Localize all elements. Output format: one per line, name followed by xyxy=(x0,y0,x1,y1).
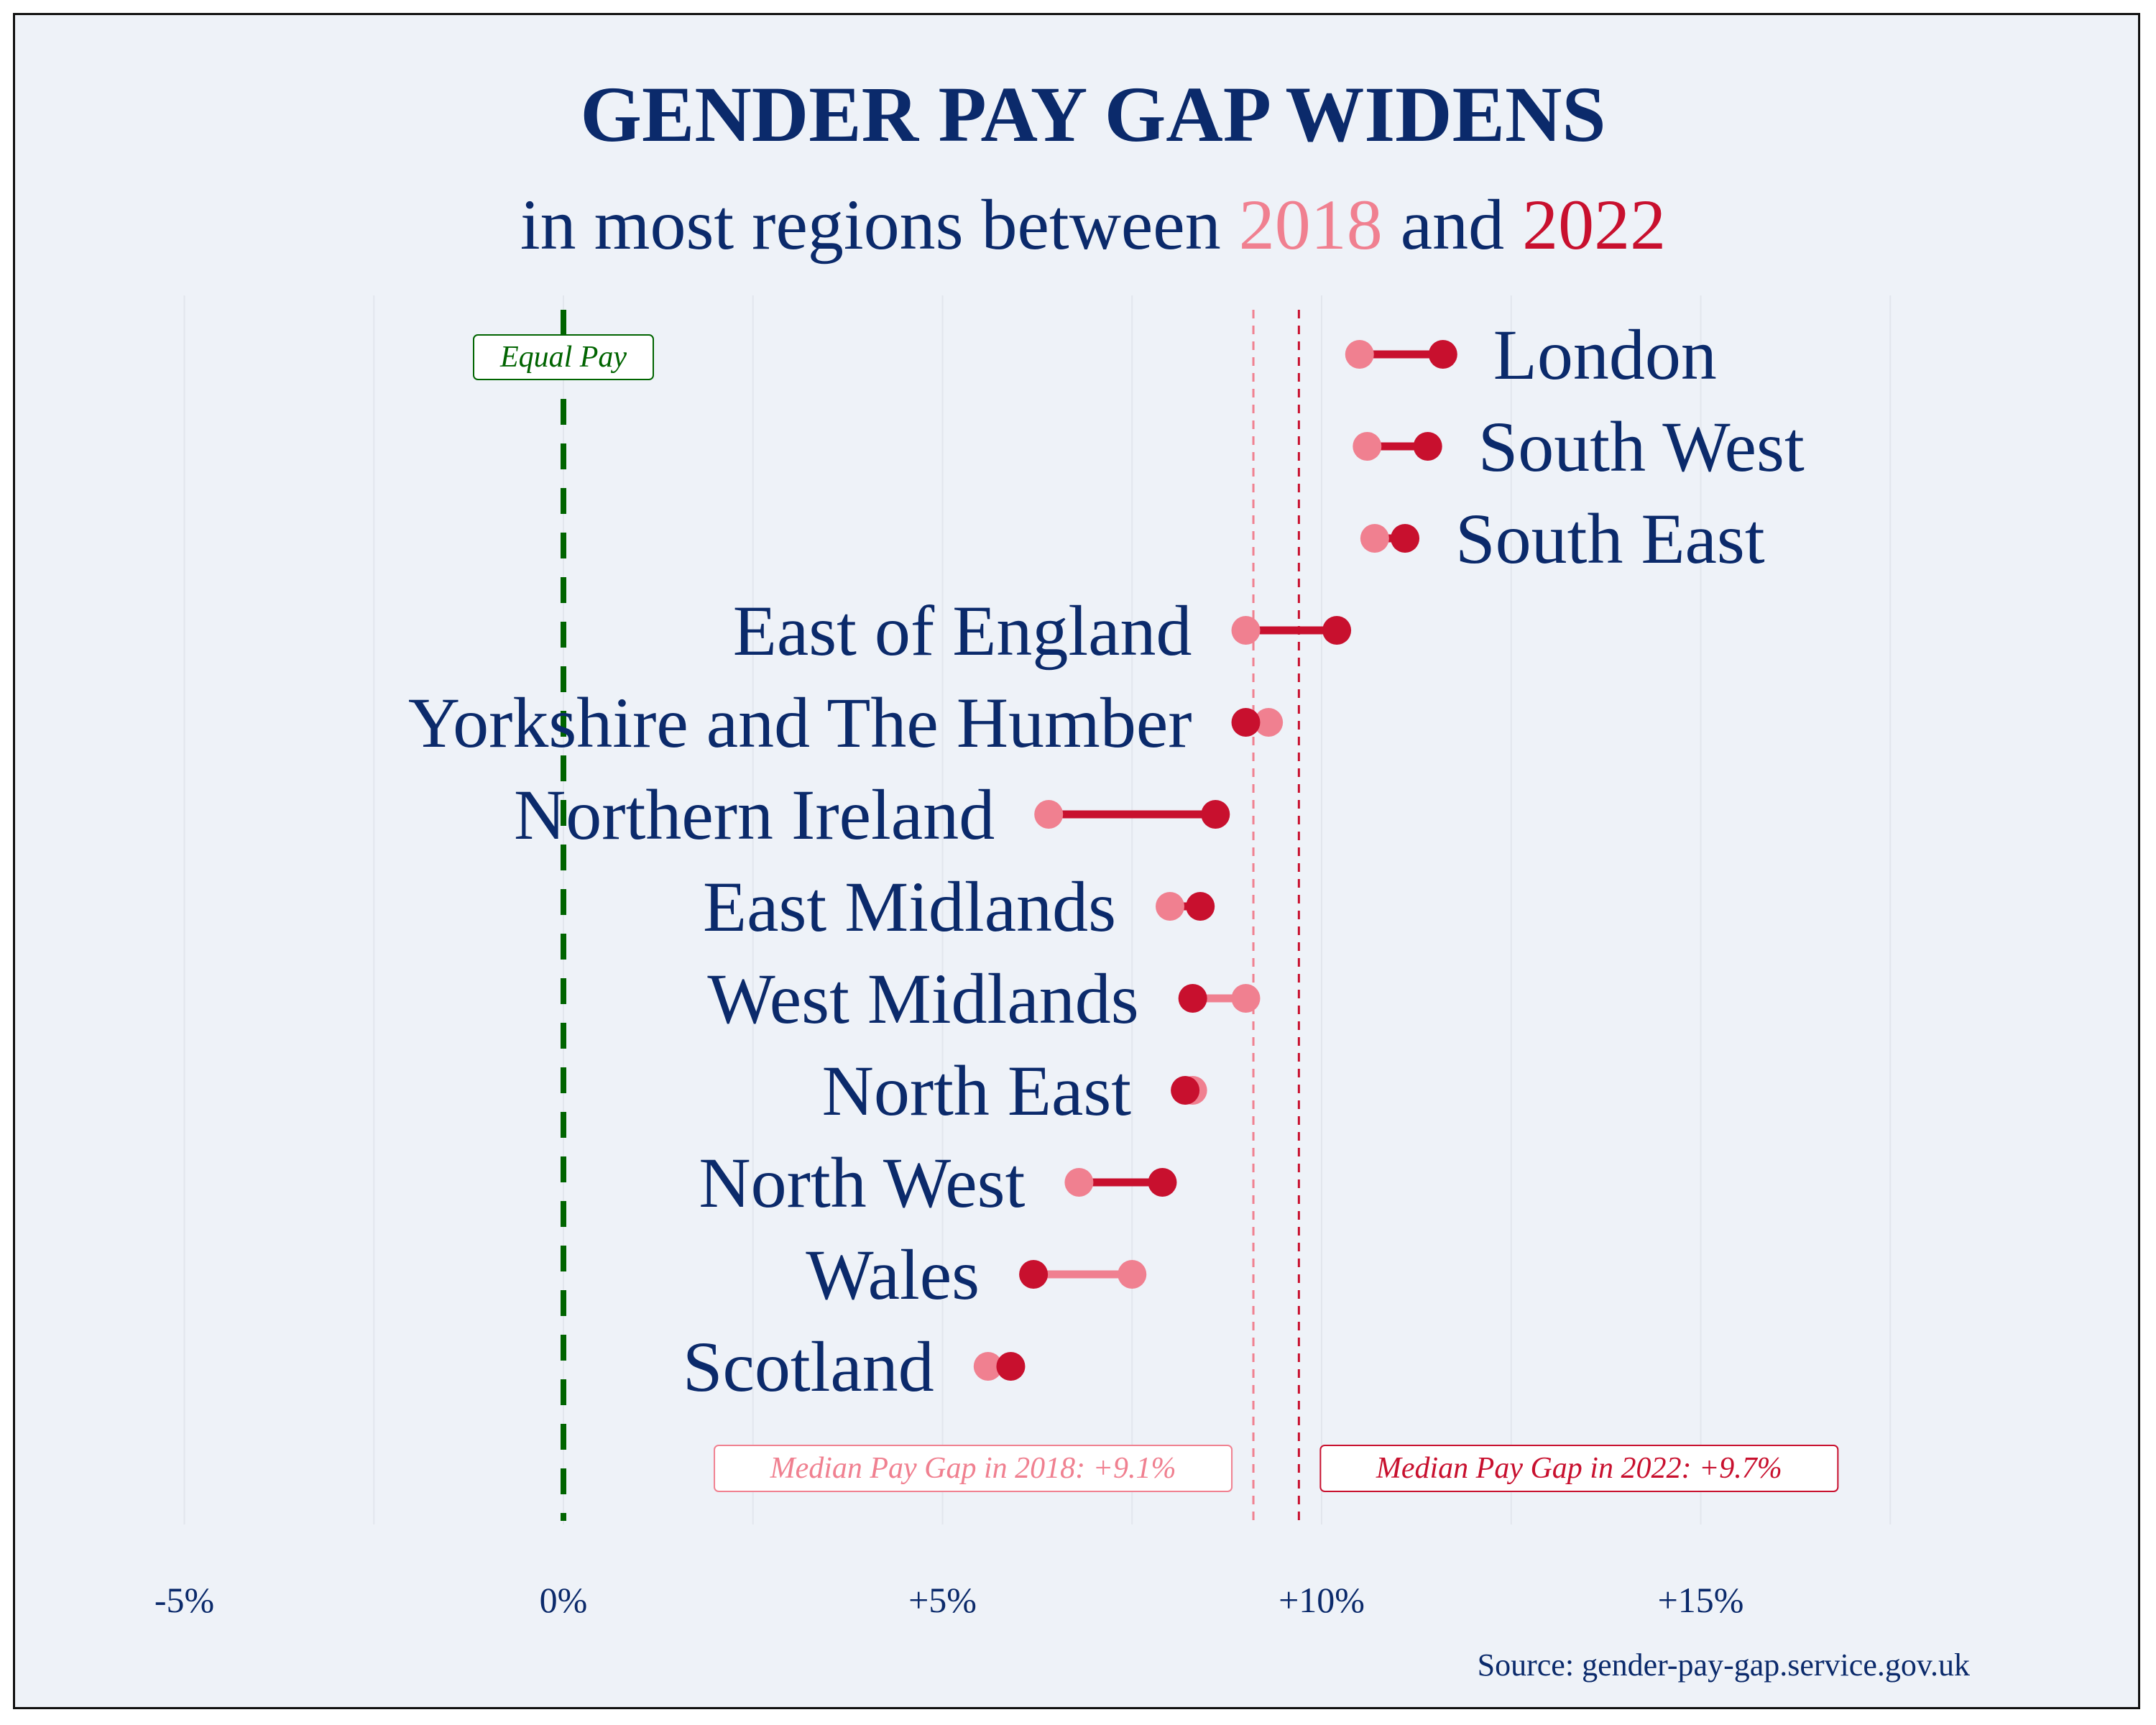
region-label: East of England xyxy=(733,591,1192,671)
dot-2018-1 xyxy=(1353,432,1382,461)
source-note: Source: gender-pay-gap.service.gov.uk xyxy=(1478,1647,1970,1683)
region-label: North West xyxy=(699,1143,1025,1223)
median-label-box-2018 xyxy=(714,1445,1233,1492)
region-label: South East xyxy=(1455,499,1765,579)
region-label: Scotland xyxy=(683,1327,934,1407)
region-label: North East xyxy=(822,1051,1132,1131)
x-tick-label: +15% xyxy=(1658,1580,1744,1620)
x-tick-label: +5% xyxy=(908,1580,977,1620)
subtitle-year-2022: 2022 xyxy=(1522,185,1666,264)
equal-pay-label-box xyxy=(473,334,654,380)
region-label: Northern Ireland xyxy=(514,775,995,855)
dot-2022-6 xyxy=(1186,892,1215,921)
dot-2022-10 xyxy=(1019,1260,1049,1289)
subtitle-part-1: in most regions between xyxy=(520,185,1239,264)
x-tick-label: 0% xyxy=(540,1580,588,1620)
chart-svg: GENDER PAY GAP WIDENS in most regions be… xyxy=(155,70,1970,1683)
x-tick-label: -5% xyxy=(155,1580,214,1620)
dot-2022-3 xyxy=(1322,616,1352,645)
region-label: South West xyxy=(1478,407,1805,487)
dot-2018-4 xyxy=(1254,708,1284,737)
dot-2018-3 xyxy=(1231,616,1261,645)
dot-2022-7 xyxy=(1178,984,1207,1013)
region-label: London xyxy=(1493,315,1717,395)
dot-2018-10 xyxy=(1118,1260,1147,1289)
dot-2022-9 xyxy=(1148,1168,1177,1197)
dot-2018-2 xyxy=(1360,524,1389,553)
chart-frame: GENDER PAY GAP WIDENS in most regions be… xyxy=(13,13,2140,1709)
region-label: West Midlands xyxy=(707,959,1138,1039)
dot-2022-0 xyxy=(1428,340,1457,369)
dot-2022-11 xyxy=(996,1352,1026,1381)
dot-2022-8 xyxy=(1171,1076,1200,1105)
x-tick-label: +10% xyxy=(1279,1580,1365,1620)
subtitle-year-2018: 2018 xyxy=(1239,185,1383,264)
dot-2018-7 xyxy=(1231,984,1261,1013)
dot-2018-9 xyxy=(1064,1168,1094,1197)
dot-2018-11 xyxy=(973,1352,1003,1381)
dot-2018-6 xyxy=(1156,892,1184,921)
median-label-2022: Median Pay Gap in 2022: +9.7% xyxy=(1376,1452,1782,1485)
dumbbell-marks: London South West South East East of Englan… xyxy=(408,315,1805,1407)
equal-pay-label: Equal Pay xyxy=(499,341,627,374)
chart-title: GENDER PAY GAP WIDENS xyxy=(580,70,1606,158)
region-label: East Midlands xyxy=(703,867,1116,947)
x-axis-ticks: -5% 0% +5% +10% +15% xyxy=(155,1580,1744,1620)
median-label-box-2022 xyxy=(1319,1445,1839,1492)
dot-2022-5 xyxy=(1201,800,1230,829)
dot-2022-4 xyxy=(1231,708,1261,737)
dot-2018-5 xyxy=(1034,800,1064,829)
dot-2018-0 xyxy=(1345,340,1374,369)
dot-2022-2 xyxy=(1391,524,1420,553)
median-label-2018: Median Pay Gap in 2018: +9.1% xyxy=(770,1452,1176,1485)
reference-lines: Equal Pay Median Pay Gap in 2018: +9.1% Me… xyxy=(473,310,1839,1521)
region-label: Wales xyxy=(806,1235,980,1315)
dot-2022-1 xyxy=(1413,432,1442,461)
region-label: Yorkshire and The Humber xyxy=(408,683,1192,763)
chart-subtitle: in most regions between 2018 and 2022 xyxy=(520,185,1666,264)
subtitle-part-3: and xyxy=(1383,185,1522,264)
